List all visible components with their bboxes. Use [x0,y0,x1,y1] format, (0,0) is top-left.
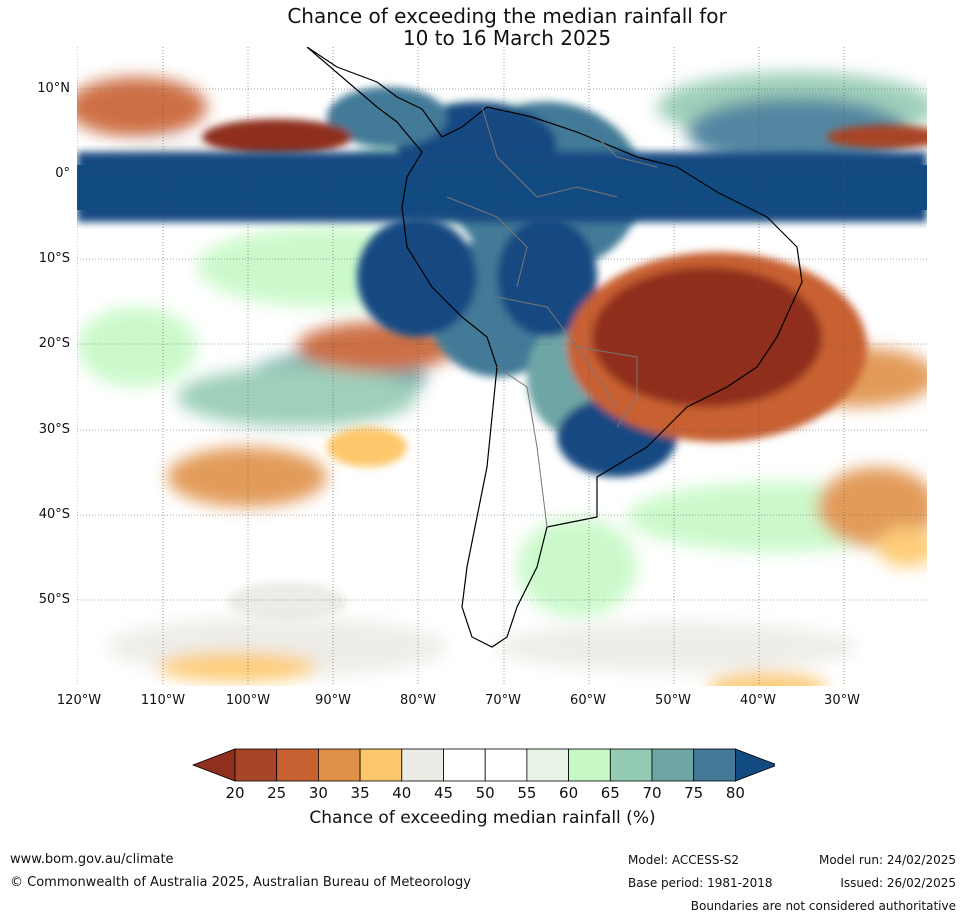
colorbar-arrow-high [735,748,775,782]
footer-disclaimer: Boundaries are not considered authoritat… [690,899,956,913]
colorbar-tick-label: 20 [225,784,245,802]
colorbar-cell [401,748,444,782]
colorbar-cell [484,748,528,782]
longitude-label-40w: 40°W [740,693,776,708]
rainfall-map [77,47,927,686]
colorbar-tick-label: 30 [308,784,328,802]
rainfall-shading [77,72,927,686]
longitude-label-60w: 60°W [570,693,606,708]
latitude-label-0: 0° [55,166,70,181]
colorbar-tick-label: 50 [475,784,495,802]
colorbar-cell [359,748,403,782]
footer-base-period: Base period: 1981-2018 [628,876,773,890]
colorbar-arrow-low [191,748,236,782]
colorbar-tick-label: 70 [642,784,662,802]
colorbar-label: Chance of exceeding median rainfall (%) [309,808,656,828]
latitude-label-10n: 10°N [37,81,70,96]
footer-url: www.bom.gov.au/climate [10,852,174,867]
country-boundaries [446,106,658,528]
latitude-label-30s: 30°S [38,422,70,437]
colorbar-cell [443,748,486,782]
colorbar-tick-label: 25 [267,784,287,802]
latitude-label-40s: 40°S [38,507,70,522]
colorbar-tick-label: 80 [725,784,745,802]
map-title-line-2: 10 to 16 March 2025 [402,26,612,50]
rainfall-map-canvas [77,47,927,686]
colorbar-tick-label: 40 [392,784,412,802]
colorbar-cell [276,748,319,782]
longitude-label-80w: 80°W [400,693,436,708]
colorbar-cell [651,748,695,782]
graticule [77,47,927,686]
footer-model-run: Model run: 24/02/2025 [818,853,956,867]
colorbar-tick-label: 55 [517,784,537,802]
colorbar-cell [693,748,736,782]
longitude-label-120w: 120°W [56,693,102,708]
colorbar-cell [609,748,653,782]
latitude-label-10s: 10°S [38,251,70,266]
footer-copyright: © Commonwealth of Australia 2025, Austra… [10,875,471,890]
footer-model: Model: ACCESS-S2 [628,853,740,867]
coastlines [306,47,803,648]
colorbar-cell [568,748,611,782]
colorbar-cell [234,748,278,782]
colorbar-cell [317,748,361,782]
latitude-label-50s: 50°S [38,592,70,607]
longitude-label-90w: 90°W [315,693,351,708]
colorbar [191,748,775,782]
longitude-label-70w: 70°W [485,693,521,708]
longitude-label-100w: 100°W [225,693,271,708]
colorbar-tick-label: 45 [433,784,454,802]
colorbar-tick-label: 60 [559,784,579,802]
latitude-label-20s: 20°S [38,336,70,351]
colorbar-tick-label: 35 [350,784,370,802]
longitude-label-30w: 30°W [824,693,860,708]
longitude-label-110w: 110°W [140,693,186,708]
colorbar-tick-label: 65 [600,784,620,802]
longitude-label-50w: 50°W [655,693,691,708]
colorbar-tick-label: 75 [684,784,704,802]
map-title-line-1: Chance of exceeding the median rainfall … [287,4,727,28]
footer-issued: Issued: 26/02/2025 [840,876,956,890]
colorbar-cell [526,748,569,782]
